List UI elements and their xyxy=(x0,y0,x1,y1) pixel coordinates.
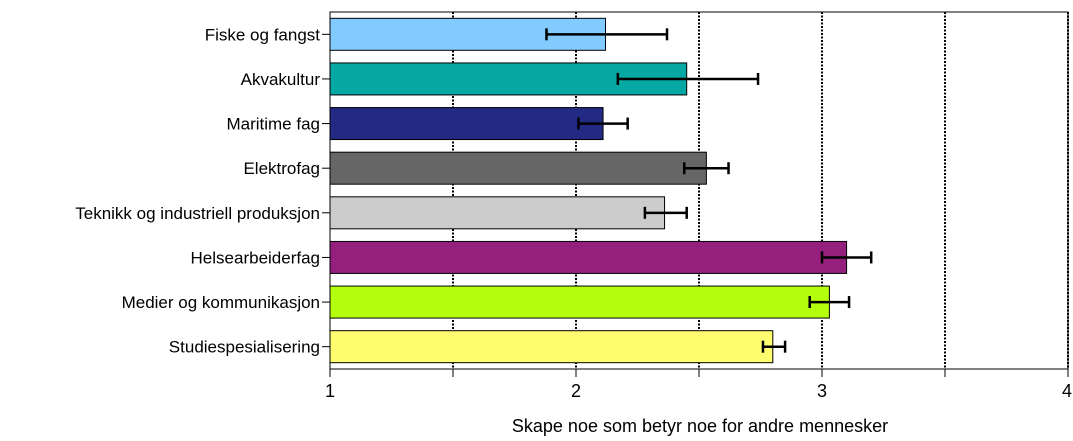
x-tick-label-1: 2 xyxy=(571,381,581,401)
tick-labels: 1 2 3 4 xyxy=(325,369,1072,401)
category-label-2: Maritime fag xyxy=(226,115,320,134)
category-label-1: Akvakultur xyxy=(241,70,321,89)
category-label-6: Medier og kommunikasjon xyxy=(122,293,320,312)
bar-2 xyxy=(329,107,604,141)
bar-6 xyxy=(329,285,830,319)
category-label-0: Fiske og fangst xyxy=(205,25,321,44)
category-label-5: Helsearbeiderfag xyxy=(191,248,320,267)
category-label-4: Teknikk og industriell produksjon xyxy=(75,204,320,223)
category-labels: Fiske og fangst Akvakultur Maritime fag Ele… xyxy=(75,25,330,357)
bars xyxy=(329,17,848,364)
bar-3 xyxy=(329,151,707,185)
bar-7 xyxy=(329,330,774,364)
x-axis-title: Skape noe som betyr noe for andre mennes… xyxy=(512,416,888,436)
x-tick-label-2: 3 xyxy=(817,381,827,401)
x-tick-label-0: 1 xyxy=(325,381,335,401)
bar-5 xyxy=(329,240,848,274)
bar-4 xyxy=(329,196,666,230)
x-tick-label-3: 4 xyxy=(1062,381,1072,401)
category-label-3: Elektrofag xyxy=(243,159,320,178)
category-label-7: Studiespesialisering xyxy=(169,338,320,357)
error-bars xyxy=(545,28,873,353)
